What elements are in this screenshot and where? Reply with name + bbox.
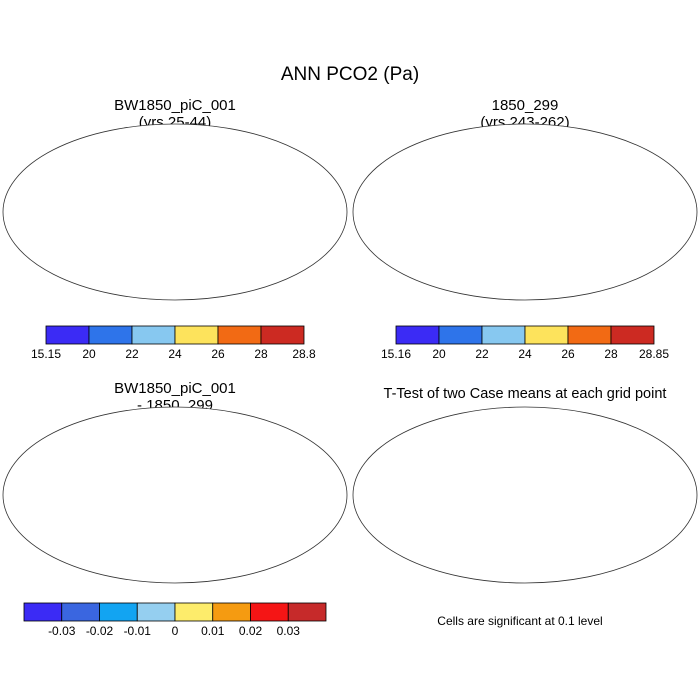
globe-outline-1	[2, 123, 348, 301]
colorbar-3-swatch-4	[136, 602, 176, 622]
map-panel-2	[352, 123, 698, 301]
colorbar-2-label-3: 22	[475, 347, 489, 361]
colorbar-3: -0.03 -0.02 -0.01 0 0.01 0.02 0.03	[23, 602, 327, 638]
colorbar-3-label-1: -0.03	[48, 624, 76, 638]
map-panel-4	[352, 406, 698, 584]
globe-outline-2	[352, 123, 698, 301]
colorbar-3-swatch-6	[212, 602, 251, 622]
ocean-2	[353, 124, 697, 300]
colorbar-2-swatch-5	[567, 325, 612, 345]
colorbar-3-label-5: 0.01	[201, 624, 225, 638]
colorbar-1-swatch-5	[217, 325, 262, 345]
colorbar-1-label-2: 20	[82, 347, 96, 361]
colorbar-1-swatch-2	[88, 325, 133, 345]
colorbar-3-swatch-3	[99, 602, 138, 622]
panel-3-title-line1: BW1850_piC_001	[114, 380, 236, 397]
globe-outline-3	[2, 406, 348, 584]
panel-4-title: T-Test of two Case means at each grid po…	[383, 386, 667, 402]
colorbar-3-label-3: -0.01	[124, 624, 152, 638]
colorbar-3-label-4: 0	[172, 624, 179, 638]
colorbar-3-label-7: 0.03	[277, 624, 301, 638]
colorbar-1-label-1: 15.15	[31, 347, 61, 361]
colorbar-2-label-4: 24	[518, 347, 532, 361]
colorbar-1-label-7: 28.8	[292, 347, 316, 361]
colorbar-2-label-1: 15.16	[381, 347, 411, 361]
figure-title: ANN PCO2 (Pa)	[280, 64, 420, 85]
colorbar-1: 15.15 20 22 24 26 28 28.8	[31, 325, 316, 361]
colorbar-3-label-6: 0.02	[239, 624, 263, 638]
globe-outline-4	[352, 406, 698, 584]
colorbar-2-swatch-6	[610, 325, 655, 345]
panel-1-title-line1: BW1850_piC_001	[114, 97, 236, 114]
colorbar-2: 15.16 20 22 24 26 28 28.85	[381, 325, 669, 361]
colorbar-3-label-2: -0.02	[86, 624, 114, 638]
colorbar-2-swatch-1	[395, 325, 440, 345]
map-panel-1	[2, 123, 348, 301]
colorbar-3-swatch-5	[174, 602, 214, 622]
panel-2-title-line1: 1850_299	[491, 97, 559, 114]
colorbar-1-label-4: 24	[168, 347, 182, 361]
colorbar-1-label-6: 28	[254, 347, 268, 361]
colorbar-1-swatch-1	[45, 325, 90, 345]
colorbar-2-label-6: 28	[604, 347, 618, 361]
colorbar-2-swatch-3	[481, 325, 526, 345]
colorbar-2-label-2: 20	[432, 347, 446, 361]
colorbar-3-swatch-7	[250, 602, 289, 622]
colorbar-1-swatch-3	[131, 325, 176, 345]
colorbar-1-label-5: 26	[211, 347, 225, 361]
colorbar-1-label-3: 22	[125, 347, 139, 361]
colorbar-2-label-5: 26	[561, 347, 575, 361]
colorbar-2-label-7: 28.85	[639, 347, 669, 361]
colorbar-1-swatch-4	[174, 325, 219, 345]
colorbar-3-swatch-1	[23, 602, 63, 622]
colorbar-3-swatch-8	[287, 602, 327, 622]
colorbar-2-swatch-4	[524, 325, 569, 345]
ocean-4	[353, 407, 697, 583]
colorbar-1-swatch-6	[260, 325, 305, 345]
map-panel-3	[2, 406, 348, 584]
ocean-1	[3, 124, 347, 300]
colorbar-3-swatch-2	[61, 602, 100, 622]
colorbar-2-swatch-2	[438, 325, 483, 345]
significance-note: Cells are significant at 0.1 level	[437, 614, 603, 628]
ocean-3	[3, 407, 347, 583]
